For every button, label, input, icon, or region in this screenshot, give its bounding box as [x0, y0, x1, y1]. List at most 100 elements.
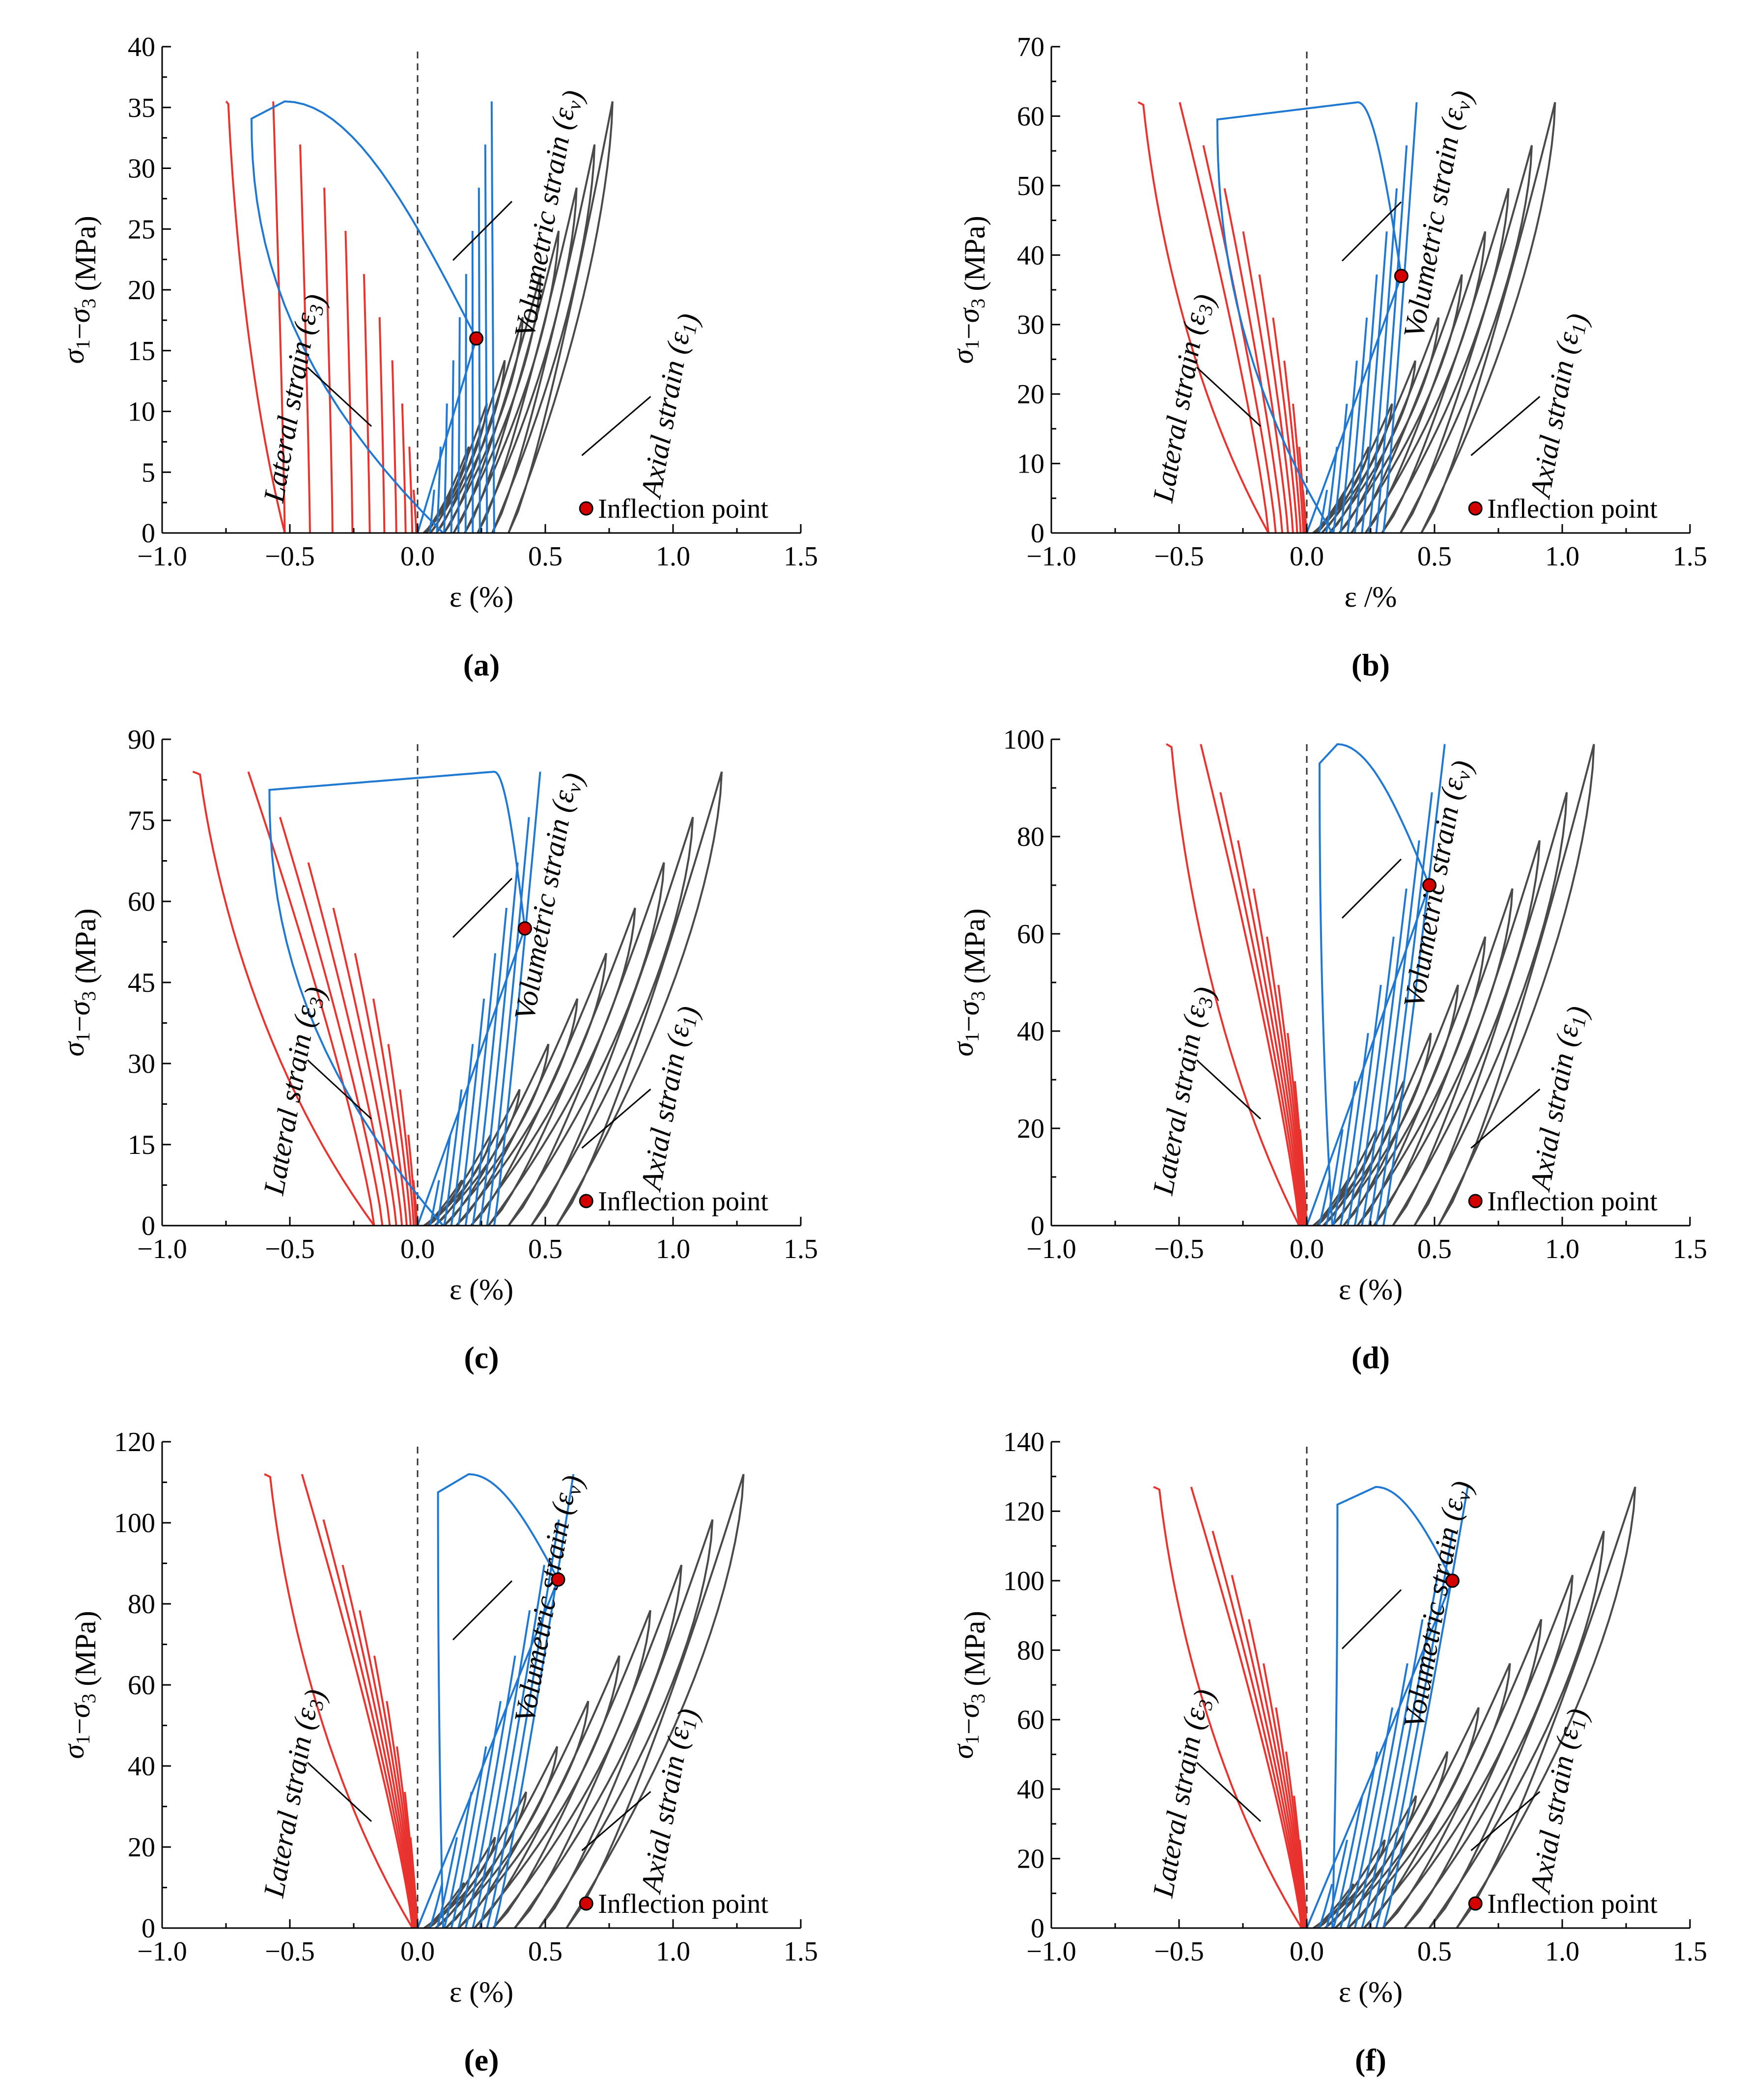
volumetric-strain-loop: [450, 1044, 474, 1226]
lateral-strain-loop: [1283, 361, 1302, 533]
lateral-strain-envelope: [1153, 1486, 1303, 1929]
lateral-strain-loop: [1219, 792, 1302, 1226]
axial-strain-loop: [1343, 984, 1459, 1227]
volumetric-strain-loop: [443, 1792, 473, 1929]
y-tick-label: 100: [1003, 725, 1044, 755]
axial-strain-loop: [1324, 1795, 1417, 1929]
x-tick-label: 1.5: [1673, 541, 1707, 572]
volumetric-strain-envelope: [1216, 101, 1403, 534]
lateral-strain-label: Lateral strain (ε3): [1147, 291, 1221, 506]
volumetric-strain-leader: [1341, 1589, 1402, 1650]
axial-strain-loop: [530, 816, 694, 1227]
y-tick-label: 0: [1031, 1211, 1044, 1241]
lateral-strain-loop: [1252, 888, 1304, 1226]
y-tick-label: 5: [141, 457, 155, 488]
lateral-strain-loop: [344, 230, 354, 533]
axial-strain-loop: [1315, 446, 1370, 534]
axial-strain-loop: [1420, 102, 1556, 533]
y-tick-label: 15: [128, 336, 155, 366]
lateral-strain-envelope: [264, 1473, 414, 1929]
volumetric-strain-loop: [493, 771, 541, 1226]
volumetric-strain-loop: [484, 144, 488, 533]
y-tick-label: 20: [1017, 379, 1044, 410]
axial-strain-loop: [1437, 744, 1595, 1227]
inflection-point-marker: [1422, 878, 1437, 893]
lateral-strain-loop: [1200, 744, 1300, 1226]
lateral-strain-loop: [1298, 447, 1306, 533]
lateral-strain-loop: [387, 1044, 412, 1226]
x-tick-label: 1.0: [1545, 541, 1579, 572]
x-tick-label: 1.5: [784, 1234, 818, 1264]
x-axis-title: ε (%): [1339, 1976, 1403, 2008]
lateral-strain-loop: [322, 1519, 415, 1929]
legend-marker: [1468, 501, 1483, 516]
lateral-strain-loop: [341, 1565, 416, 1929]
volumetric-strain-loop: [472, 1610, 531, 1929]
axial-strain-label: Axial strain (ε1): [1523, 1003, 1594, 1195]
lateral-strain-loop: [1179, 102, 1269, 533]
y-tick-label: 60: [1017, 1705, 1044, 1736]
x-tick-label: −0.5: [265, 1936, 315, 1967]
lateral-strain-label: Lateral strain (ε3): [1147, 983, 1221, 1199]
x-tick-label: 0.0: [400, 1234, 435, 1264]
lateral-strain-loop: [1237, 840, 1303, 1226]
x-tick-label: 0.5: [528, 541, 563, 572]
axial-strain-leader: [1470, 1089, 1541, 1149]
axial-strain-loop: [455, 998, 579, 1227]
x-tick-label: 0.5: [528, 1234, 563, 1264]
axial-strain-label: Axial strain (ε1): [634, 310, 705, 503]
x-tick-label: −1.0: [1026, 1936, 1076, 1967]
volumetric-strain-loop: [1353, 274, 1378, 533]
x-tick-label: 0.5: [1417, 1936, 1452, 1967]
volumetric-strain-loop: [472, 908, 507, 1226]
y-tick-label: 80: [1017, 822, 1044, 852]
lateral-strain-envelope: [225, 100, 286, 533]
y-tick-label: 50: [1017, 171, 1044, 201]
volumetric-strain-loop: [1382, 1486, 1469, 1929]
axial-strain-loop: [452, 274, 542, 534]
volumetric-strain-loop: [478, 188, 481, 533]
axial-strain-label: Axial strain (ε1): [1523, 1705, 1594, 1898]
lateral-strain-loop: [323, 188, 334, 533]
axial-strain-loop: [427, 1837, 496, 1929]
x-axis-title: ε (%): [450, 581, 513, 613]
y-tick-label: 35: [128, 93, 155, 123]
y-axis-title: σ1−σ3 (MPa): [947, 1611, 991, 1759]
volumetric-strain-loop: [1382, 744, 1446, 1226]
volumetric-strain-loop: [486, 817, 530, 1226]
y-tick-label: 70: [1017, 32, 1044, 62]
volumetric-strain-loop: [490, 101, 495, 533]
x-tick-label: 0.0: [400, 541, 435, 572]
x-tick-label: −1.0: [1026, 1234, 1076, 1264]
axial-strain-loop: [514, 1565, 683, 1929]
volumetric-strain-envelope: [417, 1473, 560, 1929]
volumetric-strain-loop: [493, 1474, 575, 1929]
lateral-strain-loop: [1292, 403, 1304, 533]
volumetric-strain-loop: [1318, 489, 1328, 533]
lateral-strain-loop: [386, 1701, 418, 1929]
volumetric-strain-loop: [1325, 1129, 1344, 1226]
volumetric-strain-loop: [478, 862, 519, 1226]
legend-label: Inflection point: [598, 494, 768, 524]
y-axis-title: σ1−σ3 (MPa): [57, 216, 102, 364]
panel-label: (f): [1355, 2043, 1386, 2077]
axial-strain-loop: [1382, 1619, 1543, 1929]
lateral-strain-leader: [1196, 366, 1262, 427]
volumetric-strain-loop: [429, 1882, 444, 1929]
y-tick-label: 10: [128, 397, 155, 427]
y-tick-label: 0: [141, 1913, 155, 1944]
volumetric-strain-loop: [1368, 840, 1420, 1226]
lateral-strain-loop: [363, 274, 371, 533]
axial-strain-loop: [1392, 840, 1541, 1227]
volumetric-strain-loop: [1332, 403, 1348, 533]
y-tick-label: 100: [1003, 1566, 1044, 1596]
legend-label: Inflection point: [1487, 494, 1658, 524]
volumetric-strain-loop: [429, 489, 435, 533]
lateral-strain-loop: [1211, 1531, 1304, 1929]
x-tick-label: 1.5: [1673, 1234, 1707, 1264]
x-tick-label: −1.0: [1026, 541, 1076, 572]
lateral-strain-loop: [1231, 1575, 1305, 1929]
volumetric-strain-loop: [436, 1837, 458, 1929]
volumetric-strain-loop: [1339, 1751, 1379, 1929]
axial-strain-loop: [443, 317, 524, 534]
